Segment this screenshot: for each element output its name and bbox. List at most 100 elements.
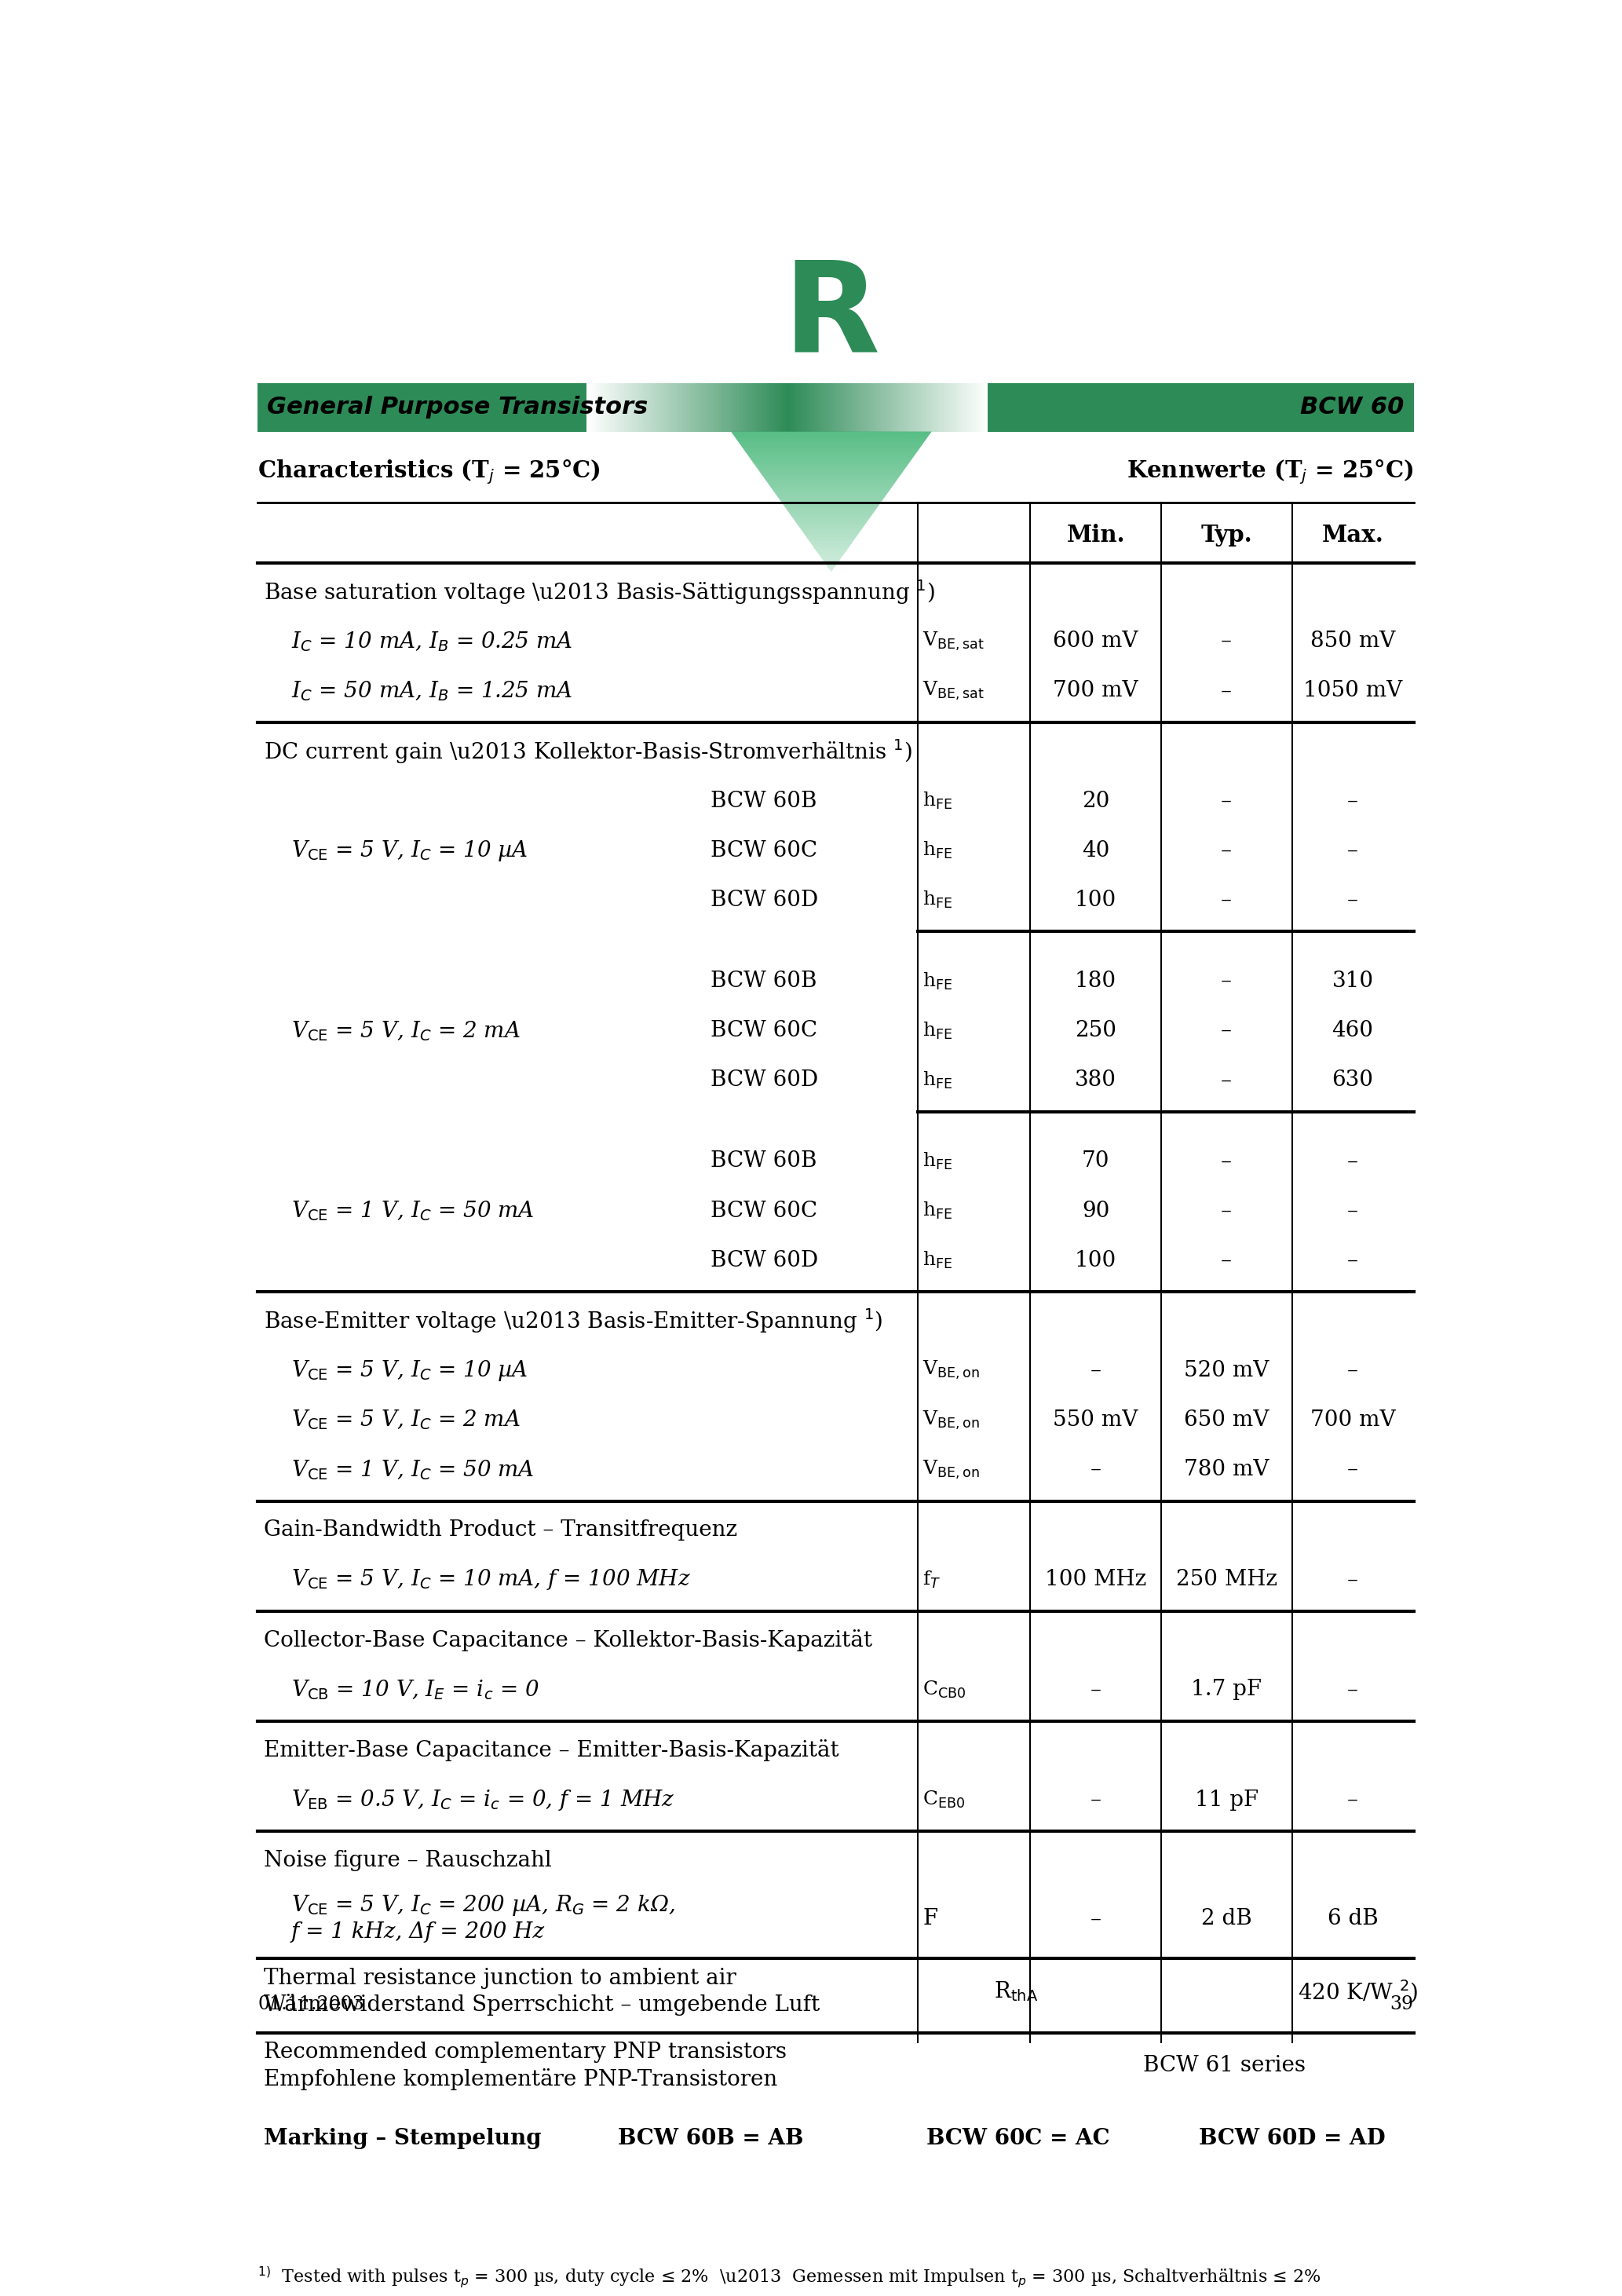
Bar	[657, 383, 659, 432]
Text: V$_{\rm CB}$ = 10 V, I$_E$ = i$_c$ = 0: V$_{\rm CB}$ = 10 V, I$_E$ = i$_c$ = 0	[290, 1678, 539, 1701]
Text: V$_{\rm BE,on}$: V$_{\rm BE,on}$	[923, 1458, 980, 1481]
Bar	[798, 526, 865, 528]
Text: R$_{\rm thA}$: R$_{\rm thA}$	[994, 1979, 1038, 2002]
Bar	[861, 383, 863, 432]
Bar	[662, 383, 665, 432]
Bar	[767, 482, 895, 484]
Bar	[686, 383, 688, 432]
Bar	[751, 383, 753, 432]
Text: 1.7 pF: 1.7 pF	[1191, 1678, 1262, 1701]
Bar	[709, 383, 710, 432]
Bar	[826, 383, 827, 432]
Bar	[902, 383, 903, 432]
Text: Recommended complementary PNP transistors: Recommended complementary PNP transistor…	[264, 2041, 787, 2064]
Bar	[884, 383, 886, 432]
Bar	[586, 383, 589, 432]
Text: 650 mV: 650 mV	[1184, 1410, 1268, 1430]
Text: BCW 60C = AC: BCW 60C = AC	[926, 2128, 1109, 2149]
Bar	[683, 383, 684, 432]
Bar	[845, 383, 847, 432]
Bar	[821, 558, 842, 560]
Bar	[795, 383, 796, 432]
Bar	[788, 383, 792, 432]
Bar	[670, 383, 673, 432]
Bar	[819, 383, 821, 432]
Bar	[594, 383, 597, 432]
Text: V$_{\rm BE,on}$: V$_{\rm BE,on}$	[923, 1410, 980, 1430]
Bar	[744, 383, 746, 432]
Text: –: –	[1348, 840, 1358, 861]
Text: 40: 40	[1082, 840, 1109, 861]
Bar	[733, 383, 735, 432]
Bar	[748, 455, 915, 457]
Text: R: R	[783, 255, 879, 377]
Text: Max.: Max.	[1322, 523, 1384, 546]
Bar	[719, 383, 720, 432]
Bar	[603, 383, 607, 432]
Bar	[920, 383, 921, 432]
Text: –: –	[1348, 1678, 1358, 1701]
Bar	[811, 544, 852, 546]
Bar	[707, 383, 709, 432]
Bar	[735, 383, 736, 432]
Bar	[921, 383, 923, 432]
Bar	[915, 383, 918, 432]
Bar	[746, 383, 749, 432]
Bar	[973, 383, 975, 432]
Bar	[936, 383, 938, 432]
Bar	[783, 505, 879, 507]
Bar	[829, 383, 830, 432]
Text: 70: 70	[1082, 1150, 1109, 1171]
Bar	[827, 383, 829, 432]
Bar	[736, 439, 926, 441]
Text: Kennwerte (T$_j$ = 25°C): Kennwerte (T$_j$ = 25°C)	[1127, 457, 1413, 487]
Bar	[806, 537, 856, 540]
Text: h$_{\rm FE}$: h$_{\rm FE}$	[923, 891, 952, 912]
Bar	[590, 383, 592, 432]
Bar	[972, 383, 973, 432]
Bar	[954, 383, 955, 432]
Bar	[918, 383, 920, 432]
Bar	[803, 533, 860, 535]
Bar	[607, 383, 608, 432]
Text: BCW 60C: BCW 60C	[710, 840, 817, 861]
Bar	[623, 383, 624, 432]
Text: V$_{\rm CE}$ = 5 V, I$_C$ = 10 µA: V$_{\rm CE}$ = 5 V, I$_C$ = 10 µA	[290, 1359, 527, 1382]
Bar	[592, 383, 594, 432]
Text: –: –	[1348, 1789, 1358, 1809]
Text: –: –	[1221, 1019, 1233, 1042]
Bar	[712, 383, 715, 432]
Text: Base saturation voltage \u2013 Basis-Sättigungsspannung $^{1}$): Base saturation voltage \u2013 Basis-Sät…	[264, 579, 934, 606]
Text: –: –	[1090, 1359, 1101, 1382]
Text: h$_{\rm FE}$: h$_{\rm FE}$	[923, 840, 952, 861]
Bar	[809, 383, 811, 432]
Bar	[589, 383, 590, 432]
Bar	[788, 512, 874, 514]
Bar	[772, 383, 775, 432]
Text: –: –	[1221, 840, 1233, 861]
Bar	[843, 383, 845, 432]
Bar	[667, 383, 668, 432]
Bar	[912, 383, 913, 432]
Text: –: –	[1348, 1201, 1358, 1221]
Bar	[753, 461, 910, 464]
Bar	[938, 383, 939, 432]
Bar	[805, 383, 806, 432]
Bar	[792, 383, 793, 432]
Text: C$_{\rm CB0}$: C$_{\rm CB0}$	[923, 1678, 967, 1699]
Bar	[738, 383, 741, 432]
Bar	[777, 496, 886, 498]
Text: V$_{\rm CE}$ = 5 V, I$_C$ = 2 mA: V$_{\rm CE}$ = 5 V, I$_C$ = 2 mA	[290, 1019, 521, 1042]
Bar	[939, 383, 941, 432]
Text: –: –	[1090, 1789, 1101, 1809]
Text: BCW 60: BCW 60	[1301, 395, 1405, 418]
Bar	[762, 383, 764, 432]
Text: 520 mV: 520 mV	[1184, 1359, 1268, 1382]
Bar	[947, 383, 949, 432]
Bar	[693, 383, 694, 432]
Bar	[863, 383, 865, 432]
Text: f = 1 kHz, Δf = 200 Hz: f = 1 kHz, Δf = 200 Hz	[290, 1922, 545, 1942]
Bar	[895, 383, 897, 432]
Bar	[813, 383, 814, 432]
Bar	[733, 434, 929, 436]
